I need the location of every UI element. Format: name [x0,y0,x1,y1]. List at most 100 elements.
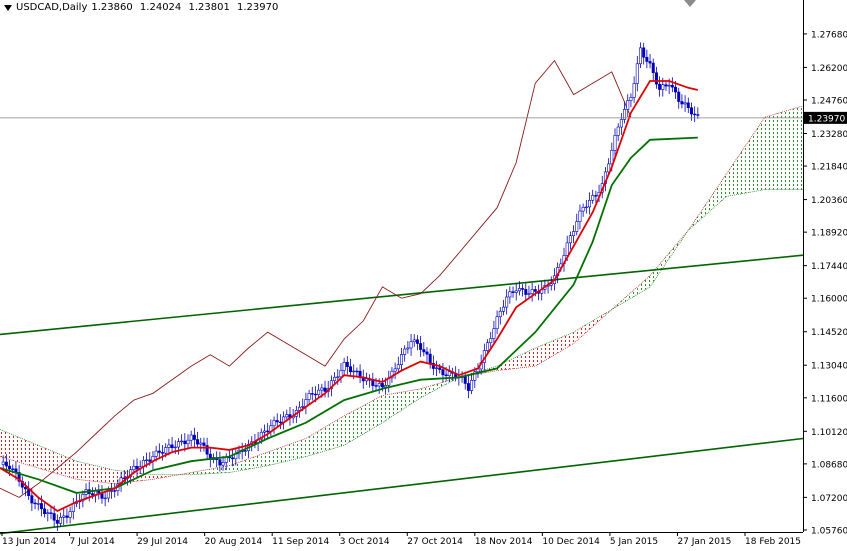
cloud-segment [579,324,587,338]
cloud-segment [541,342,549,363]
cloud-segment [235,461,243,472]
cloud-segment [293,440,300,460]
candle-body [683,102,687,105]
y-tick-label: 1.08680 [811,460,847,470]
cloud-segment [50,450,58,474]
y-tick-label: 1.10120 [811,428,847,438]
cloud-segment [19,437,26,465]
y-tick-label: 1.11600 [811,394,847,404]
candle-body [677,91,681,102]
candle-body [285,414,289,418]
cloud-segment [382,394,389,423]
y-tick-label: 1.20360 [811,196,847,206]
candle-body [498,310,502,318]
candle-body [686,102,690,109]
cloud-segment [630,286,638,299]
cloud-segment [95,465,102,483]
candle-body [266,430,270,433]
cloud-segment [624,292,631,303]
candle-body [466,383,470,391]
upper-trendline [0,254,804,336]
candle-body [514,290,518,293]
candle-body [616,126,620,136]
y-tick-label: 1.16000 [811,295,847,305]
candle-body [307,393,311,400]
x-tick-label: 27 Oct 2014 [407,537,463,547]
candle-body [36,503,40,505]
candle-body [425,351,429,355]
candle-body [527,293,531,295]
candle-body [658,83,662,90]
y-tick-label: 1.21840 [811,163,847,173]
candle-body [30,495,34,504]
candle-body [135,465,139,470]
cloud-segment [76,461,83,481]
candle-body [565,242,569,256]
cloud-segment [573,328,580,344]
cloud-segment [344,412,351,446]
cloud-segment [325,423,332,451]
cloud-segment [439,381,447,388]
senkou-span-b-line [0,189,803,476]
cloud-segment [592,317,600,327]
candle-body [406,347,410,350]
candle-body [470,379,474,391]
cloud-segment [376,395,383,427]
candle-body [377,383,381,387]
candle-body [272,420,276,427]
chart-menu-triangle-icon[interactable] [4,4,12,11]
candle-body [549,283,553,286]
x-tick-label: 29 Jul 2014 [137,537,188,547]
candle-body [380,383,384,388]
candle-body [17,472,21,482]
candle-body [632,83,636,98]
candle-body [339,370,343,378]
candle-body [619,119,623,128]
candle-body [329,380,333,389]
candle-body [65,515,69,518]
candle-body [170,444,174,449]
candle-body [262,430,266,433]
candle-body [173,446,177,449]
cloud-segment [618,298,625,306]
current-price-label: 1.23970 [808,114,845,124]
candle-body [317,389,321,395]
x-tick-label: 5 Jan 2015 [610,537,658,547]
current-price-marker: 1.23970 [0,111,847,124]
candle-body [393,368,397,372]
tenkan-sen [0,80,699,513]
cloud-segment [720,173,727,203]
cloud-segment [25,440,32,467]
y-tick-label: 1.07200 [811,494,847,504]
cloud-segment [63,455,71,478]
candle-body [205,445,209,455]
cloud-segment [331,419,338,450]
candle-body [113,490,117,492]
candle-body [610,150,614,165]
candle-body [167,444,171,448]
x-tick-label: 18 Feb 2015 [745,537,801,547]
cloud-segment [643,275,651,291]
candle-body [192,434,196,440]
y-tick-label: 1.14520 [811,328,847,338]
low-value: 1.23801 [188,2,230,13]
chart-shift-marker-icon[interactable] [684,0,696,7]
cloud-segment [274,447,281,465]
candle-body [336,376,340,378]
candle-body [8,465,12,470]
candle-body [521,288,525,290]
cloud-segment [662,252,670,269]
ichimoku-cloud [0,105,804,485]
cloud-segment [452,377,459,381]
candle-body [575,221,579,232]
candle-body [4,461,8,467]
candle-body [623,109,627,120]
cloud-segment [707,192,714,214]
candle-body [642,47,646,58]
candle-body [572,231,576,237]
x-tick-label: 7 Jul 2014 [70,537,115,547]
candle-body [508,291,512,298]
cloud-segment [31,442,39,468]
cloud-segment [350,409,357,442]
candle-body [403,348,407,355]
